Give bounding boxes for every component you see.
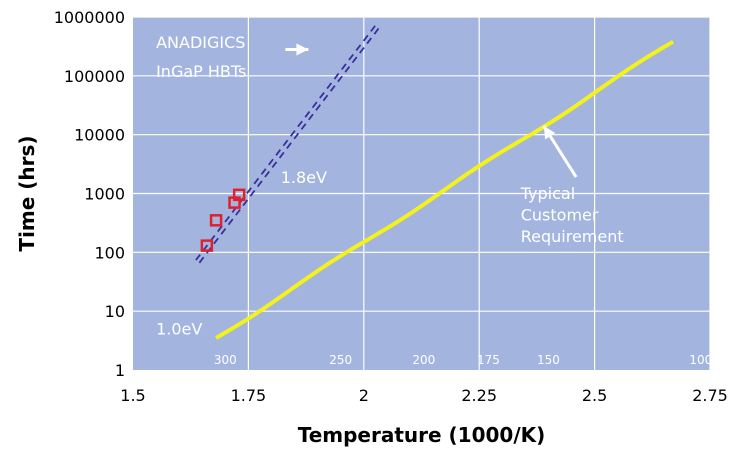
x-tick-label: 2.5	[582, 386, 607, 405]
annotation-label: Typical	[520, 184, 575, 203]
customer-requirement-line	[215, 39, 675, 340]
y-axis-title: Time (hrs)	[15, 135, 39, 251]
series	[195, 24, 675, 340]
annotation-label: ANADIGICS	[156, 33, 245, 52]
x-tick-label: 1.5	[120, 386, 145, 405]
annotations: ANADIGICS InGaP HBTs 1.8eV 1.0eV Typical Cust…	[156, 33, 624, 339]
anadigics-dashed-line	[195, 24, 377, 261]
data-point-marker	[209, 214, 223, 227]
x-axis-title: Temperature (1000/K)	[298, 423, 546, 447]
kelvin-label: 175	[477, 353, 500, 367]
annotation-label: Customer	[521, 205, 599, 224]
y-tick-label: 10000	[74, 126, 125, 145]
annotation-label: InGaP HBTs	[156, 62, 246, 81]
kelvin-labels: 300 250 200 175 150 100	[214, 353, 712, 367]
y-tick-label: 10	[105, 302, 125, 321]
data-point-marker	[200, 239, 214, 252]
x-tick-label: 2	[359, 386, 369, 405]
x-tick-label: 1.75	[231, 386, 267, 405]
y-tick-label: 1	[115, 361, 125, 380]
grid	[133, 16, 711, 370]
anadigics-dashed-line	[198, 26, 381, 264]
kelvin-label: 300	[214, 353, 237, 367]
annotation-label: Requirement	[521, 227, 624, 246]
anadigics-arrow-head	[296, 43, 309, 56]
kelvin-label: 200	[412, 353, 435, 367]
y-tick-label: 1000	[84, 185, 125, 204]
kelvin-label: 150	[537, 353, 560, 367]
tick-labels: 1 10 100 1000 10000 100000 1000000 1.5 1.75 2 2.25…	[54, 8, 728, 405]
y-tick-label: 100000	[64, 67, 125, 86]
annotation-label: 1.8eV	[281, 168, 327, 187]
kelvin-label: 250	[329, 353, 352, 367]
data-point-marker	[232, 188, 246, 202]
annotation-label: 1.0eV	[156, 320, 202, 339]
y-tick-label: 100	[94, 243, 125, 262]
y-tick-label: 1000000	[54, 8, 125, 27]
x-tick-label: 2.75	[692, 386, 728, 405]
kelvin-label: 100	[689, 353, 712, 367]
customer-arrow-head	[543, 126, 556, 140]
x-tick-label: 2.25	[461, 386, 497, 405]
